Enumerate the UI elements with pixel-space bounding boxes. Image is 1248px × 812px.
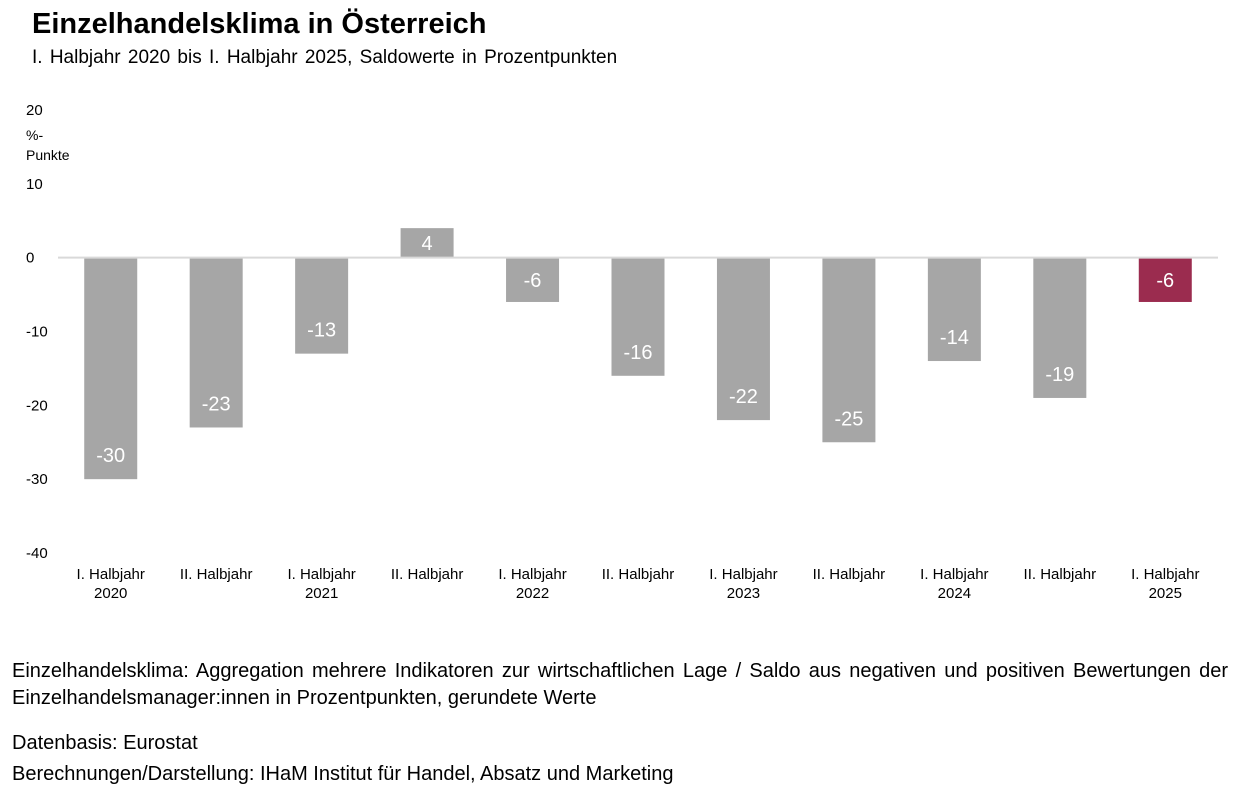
- bar: [716, 257, 770, 421]
- x-tick-label: II. Halbjahr: [180, 566, 253, 583]
- data-label: -14: [940, 327, 969, 349]
- bar-chart: 20 10 0 -10 -20 -30 -40 %- Punkte -30 I. Halbjahr 2…: [26, 102, 1218, 602]
- x-tick-label: I. Halbjahr: [709, 566, 777, 583]
- bar: [1138, 257, 1192, 302]
- bar: [1033, 257, 1087, 398]
- x-tick-label: II. Halbjahr: [1024, 566, 1097, 583]
- data-label: -16: [624, 342, 653, 364]
- bar: [84, 257, 138, 480]
- y-tick-label: 0: [26, 250, 34, 267]
- bar: [189, 257, 243, 428]
- y-axis-unit-label: Punkte: [26, 147, 70, 163]
- chart-title: Einzelhandelsklima in Österreich: [32, 8, 487, 40]
- y-axis-unit-label: %-: [26, 127, 43, 143]
- bar: [295, 257, 349, 354]
- footnote-definition: Einzelhandelsklima: Aggregation mehrere …: [12, 660, 1228, 709]
- data-label: -6: [524, 270, 542, 292]
- data-label: -22: [729, 386, 758, 408]
- bar: [506, 257, 560, 302]
- y-tick-label: 20: [26, 102, 43, 119]
- data-label: -19: [1045, 364, 1074, 386]
- x-tick-year-label: 2021: [305, 585, 338, 602]
- data-label: -6: [1156, 270, 1174, 292]
- x-tick-year-label: 2022: [516, 585, 549, 602]
- x-tick-year-label: 2024: [938, 585, 971, 602]
- x-tick-label: II. Halbjahr: [602, 566, 675, 583]
- y-tick-label: 10: [26, 176, 43, 193]
- y-tick-label: -10: [26, 324, 48, 341]
- x-tick-label: II. Halbjahr: [813, 566, 886, 583]
- data-label: -25: [834, 408, 863, 430]
- y-tick-label: -40: [26, 545, 48, 562]
- bar: [822, 257, 876, 443]
- x-tick-label: II. Halbjahr: [391, 566, 464, 583]
- x-tick-year-label: 2023: [727, 585, 760, 602]
- x-tick-label: I. Halbjahr: [287, 566, 355, 583]
- bar: [611, 257, 665, 376]
- bar: [927, 257, 981, 362]
- x-tick-year-label: 2025: [1149, 585, 1182, 602]
- data-source: Datenbasis: Eurostat: [12, 732, 198, 754]
- y-tick-label: -30: [26, 471, 48, 488]
- chart-subtitle: I. Halbjahr 2020 bis I. Halbjahr 2025, S…: [32, 47, 618, 68]
- x-tick-label: I. Halbjahr: [1131, 566, 1199, 583]
- x-tick-label: I. Halbjahr: [498, 566, 566, 583]
- data-label: -23: [202, 393, 231, 415]
- x-tick-year-label: 2020: [94, 585, 127, 602]
- bar: [400, 228, 454, 258]
- x-tick-label: I. Halbjahr: [920, 566, 988, 583]
- y-tick-label: -20: [26, 397, 48, 414]
- data-label: -13: [307, 320, 336, 342]
- data-label: 4: [422, 233, 433, 255]
- credits: Berechnungen/Darstellung: IHaM Institut …: [12, 763, 674, 785]
- x-tick-label: I. Halbjahr: [77, 566, 145, 583]
- data-label: -30: [96, 445, 125, 467]
